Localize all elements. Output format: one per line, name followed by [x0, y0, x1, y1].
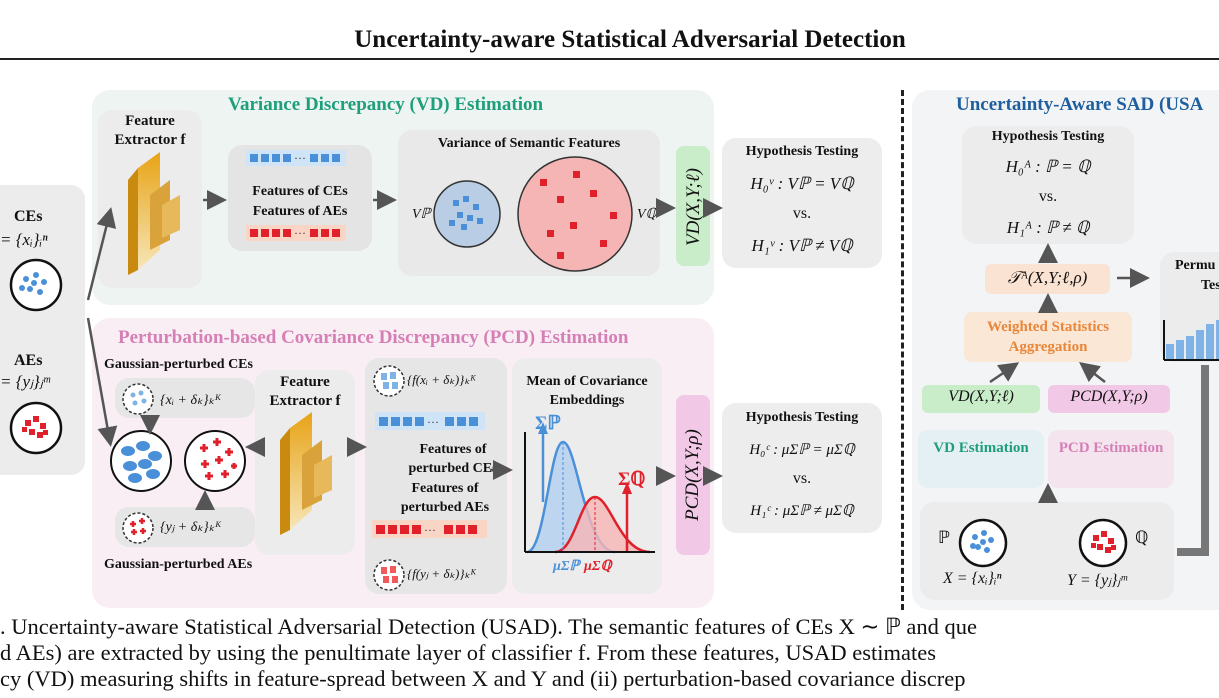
usad-aes-cluster-icon [1078, 518, 1128, 568]
pcd-hypothesis-card [722, 403, 882, 533]
vd-extractor-icon [128, 152, 180, 275]
pcd-h0: H₀ᶜ : μΣℙ = μΣℚ [749, 442, 855, 458]
pcd-est-box [1048, 430, 1174, 488]
usad-vd-stat: VD(X,Y;ℓ) [948, 388, 1014, 405]
covariance-plot [524, 422, 655, 554]
vd-est-label: VD Estimation [933, 440, 1029, 456]
usad-hypothesis-card [962, 126, 1134, 244]
caption-line-1: . Uncertainty-aware Statistical Adversar… [0, 614, 978, 639]
p-label: ℙ [938, 528, 950, 547]
aes-cluster-icon [9, 401, 63, 455]
vd-hypothesis-card [722, 138, 882, 268]
mu-q: μΣℚ [584, 559, 612, 574]
variance-plot [433, 156, 633, 272]
pcd-extractor-icon [280, 412, 332, 535]
usad-pcd-stat: PCD(X,Y;ρ) [1070, 388, 1148, 405]
usad-ht-title: Hypothesis Testing [991, 129, 1105, 144]
vq-label: Vℚ [637, 207, 657, 222]
usad-h0: H₀ᴬ : ℙ = ℚ [1005, 157, 1091, 176]
svg-text:···: ··· [294, 226, 306, 240]
permutation-histogram [1163, 320, 1219, 361]
pcd-h1: H₁ᶜ : μΣℙ ≠ μΣℚ [750, 503, 854, 519]
section-divider [901, 90, 904, 610]
perturbed-ae-vector: ··· [372, 520, 487, 538]
vd-h1: H₁ᵛ : Vℙ ≠ Vℚ [751, 236, 853, 255]
pcd-est-label: PCD Estimation [1058, 440, 1164, 456]
ces-set: = {xᵢ}ᵢⁿ [0, 230, 48, 249]
gauss-ae-label: Gaussian-perturbed AEs [104, 557, 253, 572]
mean-cov-card [512, 358, 662, 594]
usad-arrows [989, 243, 1209, 556]
fy-set: {f(yⱼ + δₖ)}ₖᴷ [407, 566, 477, 581]
ces-cluster-icon [9, 258, 63, 312]
ce-feature-vector: ··· [246, 150, 346, 166]
feat-pce-label: Features of perturbed CEs [408, 442, 498, 476]
vd-ht-title: Hypothesis Testing [745, 144, 859, 159]
svg-text:···: ··· [427, 415, 439, 429]
ae-feature-vector: ··· [246, 225, 346, 241]
feat-pae-label: Features of perturbed AEs [400, 481, 490, 515]
svg-text:···: ··· [294, 151, 306, 165]
sigma-p: Σℙ [535, 413, 561, 434]
set-x: {xᵢ + δₖ}ₖᴷ [160, 393, 222, 408]
vd-h0: H₀ᵛ : Vℙ = Vℚ [750, 174, 854, 193]
flow-arrows [86, 190, 723, 510]
figure-caption: . Uncertainty-aware Statistical Adversar… [0, 614, 1219, 692]
q-label: ℚ [1135, 528, 1149, 547]
usad-stat-box [985, 264, 1110, 294]
mu-p: μΣℙ [553, 559, 580, 574]
pcd-extractor-label: Feature Extractor f [269, 374, 341, 409]
pcd-vs: vs. [792, 470, 812, 487]
usad-vd-stat-box [922, 385, 1040, 413]
fx-set: {f(xᵢ + δₖ)}ₖᴷ [407, 372, 477, 387]
gauss-ce-label: Gaussian-perturbed CEs [104, 357, 253, 372]
weighted-box [964, 312, 1132, 362]
vd-est-box [918, 430, 1044, 488]
usad-heading: Uncertainty-Aware SAD (USA [956, 94, 1204, 115]
vd-heading: Variance Discrepancy (VD) Estimation [228, 94, 544, 115]
usad-vs: vs. [1038, 188, 1058, 205]
pcd-heading: Perturbation-based Covariance Discrepanc… [118, 327, 629, 348]
features-ce-label: Features of CEs [252, 184, 348, 199]
aes-label: AEs [14, 352, 43, 369]
gauss-ce-icon [122, 383, 154, 415]
fy-icon [373, 559, 405, 591]
pcd-features-card [365, 358, 507, 594]
usad-h1: H₁ᴬ : ℙ ≠ ℚ [1006, 218, 1090, 237]
gauss-ae-icon [122, 512, 154, 544]
caption-line-3: cy (VD) measuring shifts in feature-spre… [0, 666, 966, 691]
variance-title: Variance of Semantic Features [437, 136, 621, 151]
usad-pcd-stat-box [1048, 385, 1170, 413]
page-title: Uncertainty-aware Statistical Adversaria… [354, 26, 906, 53]
ces-label: CEs [14, 208, 43, 225]
features-ae-label: Features of AEs [252, 204, 348, 219]
x-set: X = {xᵢ}ᵢⁿ [943, 570, 1002, 587]
aes-set: = {yⱼ}ⱼᵐ [0, 372, 50, 391]
usad-stat: 𝒯ᴬ(X,Y;ℓ,ρ) [1007, 268, 1088, 287]
weighted-label: Weighted Statistics Aggregation [986, 319, 1110, 355]
vd-extractor-label: Feature Extractor f [114, 113, 186, 148]
set-y: {yⱼ + δₖ}ₖᴷ [160, 520, 222, 535]
perm-label: Permu [1175, 258, 1216, 273]
y-set: Y = {yⱼ}ⱼᵐ [1067, 572, 1127, 589]
mean-cov-title: Mean of Covariance Embeddings [526, 374, 648, 408]
pcd-ht-title: Hypothesis Testing [745, 410, 859, 425]
vd-vs: vs. [792, 205, 812, 222]
caption-line-2: d AEs) are extracted by using the penult… [0, 640, 936, 665]
perturbed-ce-vector: ··· [375, 412, 485, 430]
perm-label-2: Tes [1201, 278, 1219, 293]
sigma-q: Σℚ [618, 469, 646, 490]
svg-text:···: ··· [424, 523, 436, 537]
title-rule [0, 58, 1219, 60]
usad-ces-cluster-icon [958, 518, 1008, 568]
fx-icon [373, 365, 405, 397]
vp-label: Vℙ [412, 207, 431, 222]
